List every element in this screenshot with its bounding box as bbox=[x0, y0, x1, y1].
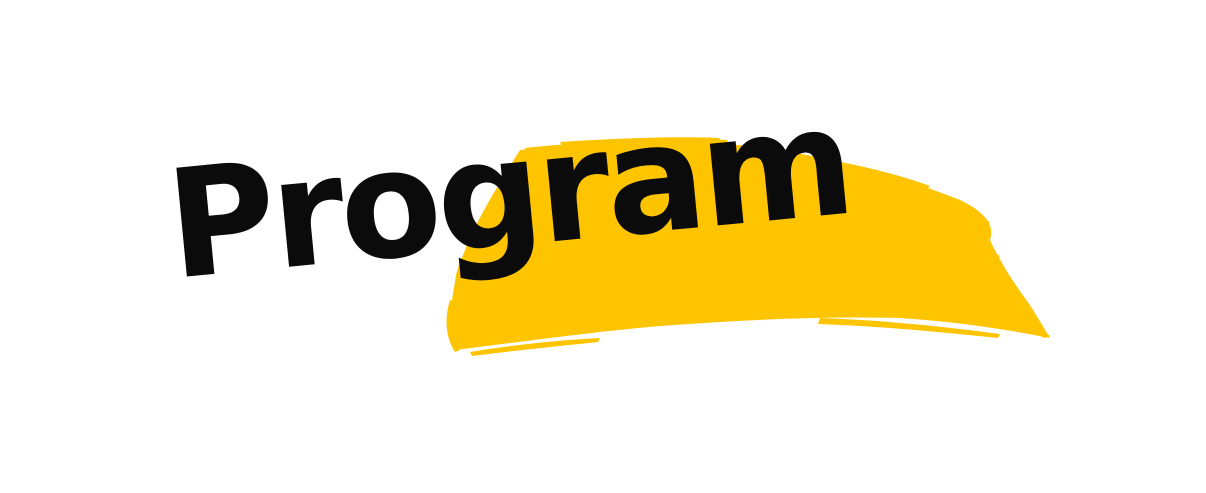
brush-stroke-icon bbox=[446, 137, 1050, 356]
title-graphic: Program bbox=[160, 74, 1050, 356]
